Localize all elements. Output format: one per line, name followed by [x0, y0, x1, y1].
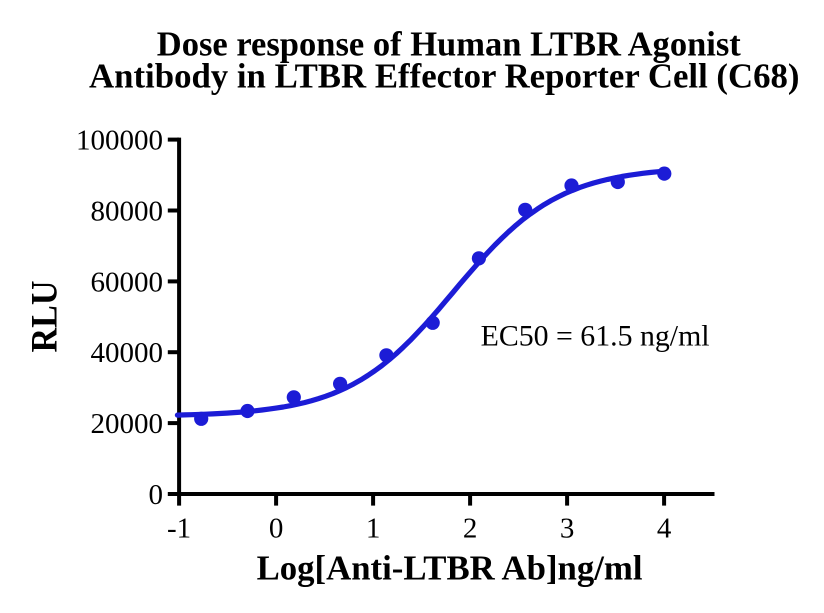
svg-text:-1: -1: [167, 513, 191, 545]
svg-text:EC50 = 61.5 ng/ml: EC50 = 61.5 ng/ml: [481, 319, 710, 352]
svg-text:Log[Anti-LTBR Ab]ng/ml: Log[Anti-LTBR Ab]ng/ml: [257, 549, 643, 587]
svg-text:40000: 40000: [91, 337, 164, 369]
svg-text:60000: 60000: [91, 266, 164, 298]
svg-text:80000: 80000: [91, 196, 164, 228]
svg-text:4: 4: [657, 513, 672, 545]
svg-text:Antibody in LTBR Effector Repo: Antibody in LTBR Effector Reporter Cell …: [89, 58, 800, 96]
svg-text:RLU: RLU: [25, 281, 66, 353]
svg-text:0: 0: [269, 513, 284, 545]
svg-text:3: 3: [560, 513, 575, 545]
svg-text:2: 2: [463, 513, 478, 545]
svg-text:Dose response of Human LTBR Ag: Dose response of Human LTBR Agonist: [157, 26, 741, 64]
svg-text:1: 1: [366, 513, 381, 545]
svg-text:100000: 100000: [76, 125, 163, 157]
svg-text:0: 0: [149, 479, 164, 511]
svg-text:20000: 20000: [91, 408, 164, 440]
